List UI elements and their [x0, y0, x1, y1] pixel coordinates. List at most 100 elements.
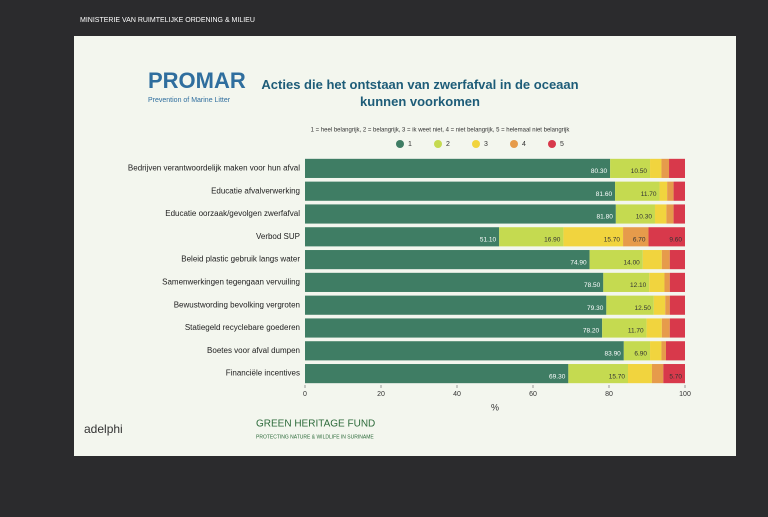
bar-segment	[305, 318, 603, 338]
bar-segment	[669, 272, 685, 292]
bar-segment	[663, 364, 685, 384]
legend-swatch	[510, 140, 518, 148]
y-tick-label: Educatie afvalverwerking	[211, 186, 300, 195]
bar-segment	[666, 204, 674, 224]
bar-segment	[664, 272, 670, 292]
bar-segment	[615, 204, 655, 224]
y-tick-label: Bewustwording bevolking vergroten	[174, 300, 300, 309]
legend-label: 5	[560, 141, 564, 148]
y-tick-label: Beleid plastic gebruik langs water	[181, 255, 300, 264]
bar-segment	[646, 318, 662, 338]
legend-label: 1	[408, 141, 412, 148]
bar-segment	[305, 158, 611, 178]
data-label: 11.70	[641, 191, 657, 198]
y-tick-label: Educatie oorzaak/gevolgen zwerfafval	[165, 209, 300, 218]
data-label: 69.30	[549, 373, 566, 380]
bar-segment	[669, 295, 685, 315]
bar-segment	[661, 158, 670, 178]
bar-segment	[669, 158, 685, 178]
bar-segment	[673, 181, 685, 201]
y-tick-label: Financiële incentives	[226, 369, 300, 378]
bar-segment	[623, 341, 651, 361]
bar-segment	[568, 364, 628, 384]
x-tick-label: 0	[303, 391, 307, 398]
data-label: 15.70	[604, 237, 621, 244]
legend-label: 3	[484, 141, 488, 148]
chart-title: Acties die het ontstaan van zwerfafval i…	[261, 77, 579, 109]
ministry: MINISTERIE VAN RUIMTELIJKE ORDENING & MI…	[80, 17, 255, 24]
data-label: 9.60	[669, 237, 682, 244]
bar-segment	[661, 318, 670, 338]
bar-segment	[665, 295, 670, 315]
x-tick-label: 60	[529, 391, 537, 398]
bar-segment	[606, 295, 654, 315]
footer-logo: adelphi	[84, 422, 123, 436]
bar-segment	[650, 158, 662, 178]
title-box: Acties die het ontstaan van zwerfafval i…	[261, 77, 579, 109]
data-label: 79.30	[587, 305, 604, 312]
bar-segment	[305, 227, 500, 247]
brand: PROMAR	[148, 68, 246, 93]
legend-swatch	[472, 140, 480, 148]
footer-logo: GREEN HERITAGE FUND	[256, 419, 375, 430]
data-label: 16.90	[544, 237, 561, 244]
bar-segment	[651, 364, 664, 384]
bar-segment	[673, 204, 685, 224]
data-label: 81.60	[596, 191, 613, 198]
bar-segment	[669, 318, 685, 338]
bar-segment	[659, 181, 668, 201]
bar-segment	[499, 227, 564, 247]
legend-swatch	[396, 140, 404, 148]
data-label: 15.70	[609, 373, 626, 380]
bar-segment	[305, 364, 569, 384]
data-label: 10.50	[631, 168, 648, 175]
legend-swatch	[548, 140, 556, 148]
bar-segment	[661, 341, 666, 361]
bar-segment	[653, 295, 666, 315]
brand-tagline: Prevention of Marine Litter	[148, 97, 231, 104]
bar-segment	[563, 227, 624, 247]
legend-label: 4	[522, 141, 526, 148]
bar-segment	[623, 227, 649, 247]
bar-segment	[669, 250, 685, 270]
x-tick-label: 40	[453, 391, 461, 398]
chart-subtitle: 1 = heel belangrijk, 2 = belangrijk, 3 =…	[311, 128, 571, 134]
data-label: 78.50	[584, 282, 601, 289]
y-tick-label: Verbod SUP	[256, 232, 300, 241]
bar-segment	[610, 158, 651, 178]
data-label: 11.70	[628, 328, 644, 335]
legend-label: 2	[446, 141, 450, 148]
bar-segment	[589, 250, 643, 270]
bar-segment	[628, 364, 652, 384]
bar-segment	[603, 272, 650, 292]
bar-segment	[602, 318, 647, 338]
bar-segment	[305, 272, 604, 292]
x-tick-label: 20	[377, 391, 385, 398]
data-label: 5.70	[669, 373, 682, 380]
x-tick-label: 100	[679, 391, 691, 398]
bar-segment	[650, 341, 662, 361]
bar-segment	[305, 204, 616, 224]
bar-segment	[305, 181, 616, 201]
data-label: 74.90	[570, 259, 587, 266]
bar-segment	[642, 250, 662, 270]
y-tick-label: Bedrijven verantwoordelijk maken voor hu…	[128, 164, 300, 173]
bar-segment	[648, 227, 685, 247]
bar-segment	[666, 341, 685, 361]
y-tick-label: Samenwerkingen tegengaan vervuiling	[162, 278, 300, 287]
x-axis-label: %	[491, 402, 499, 412]
y-tick-label: Statiegeld recyclebare goederen	[185, 323, 300, 332]
data-label: 81.80	[597, 214, 614, 221]
data-label: 6.70	[633, 237, 646, 244]
data-label: 78.20	[583, 328, 600, 335]
bar-segment	[661, 250, 670, 270]
data-label: 51.10	[480, 237, 497, 244]
legend-swatch	[434, 140, 442, 148]
data-label: 12.50	[635, 305, 652, 312]
data-label: 80.30	[591, 168, 608, 175]
bar-segment	[305, 250, 590, 270]
data-label: 6.90	[634, 351, 647, 358]
data-label: 12.10	[630, 282, 647, 289]
